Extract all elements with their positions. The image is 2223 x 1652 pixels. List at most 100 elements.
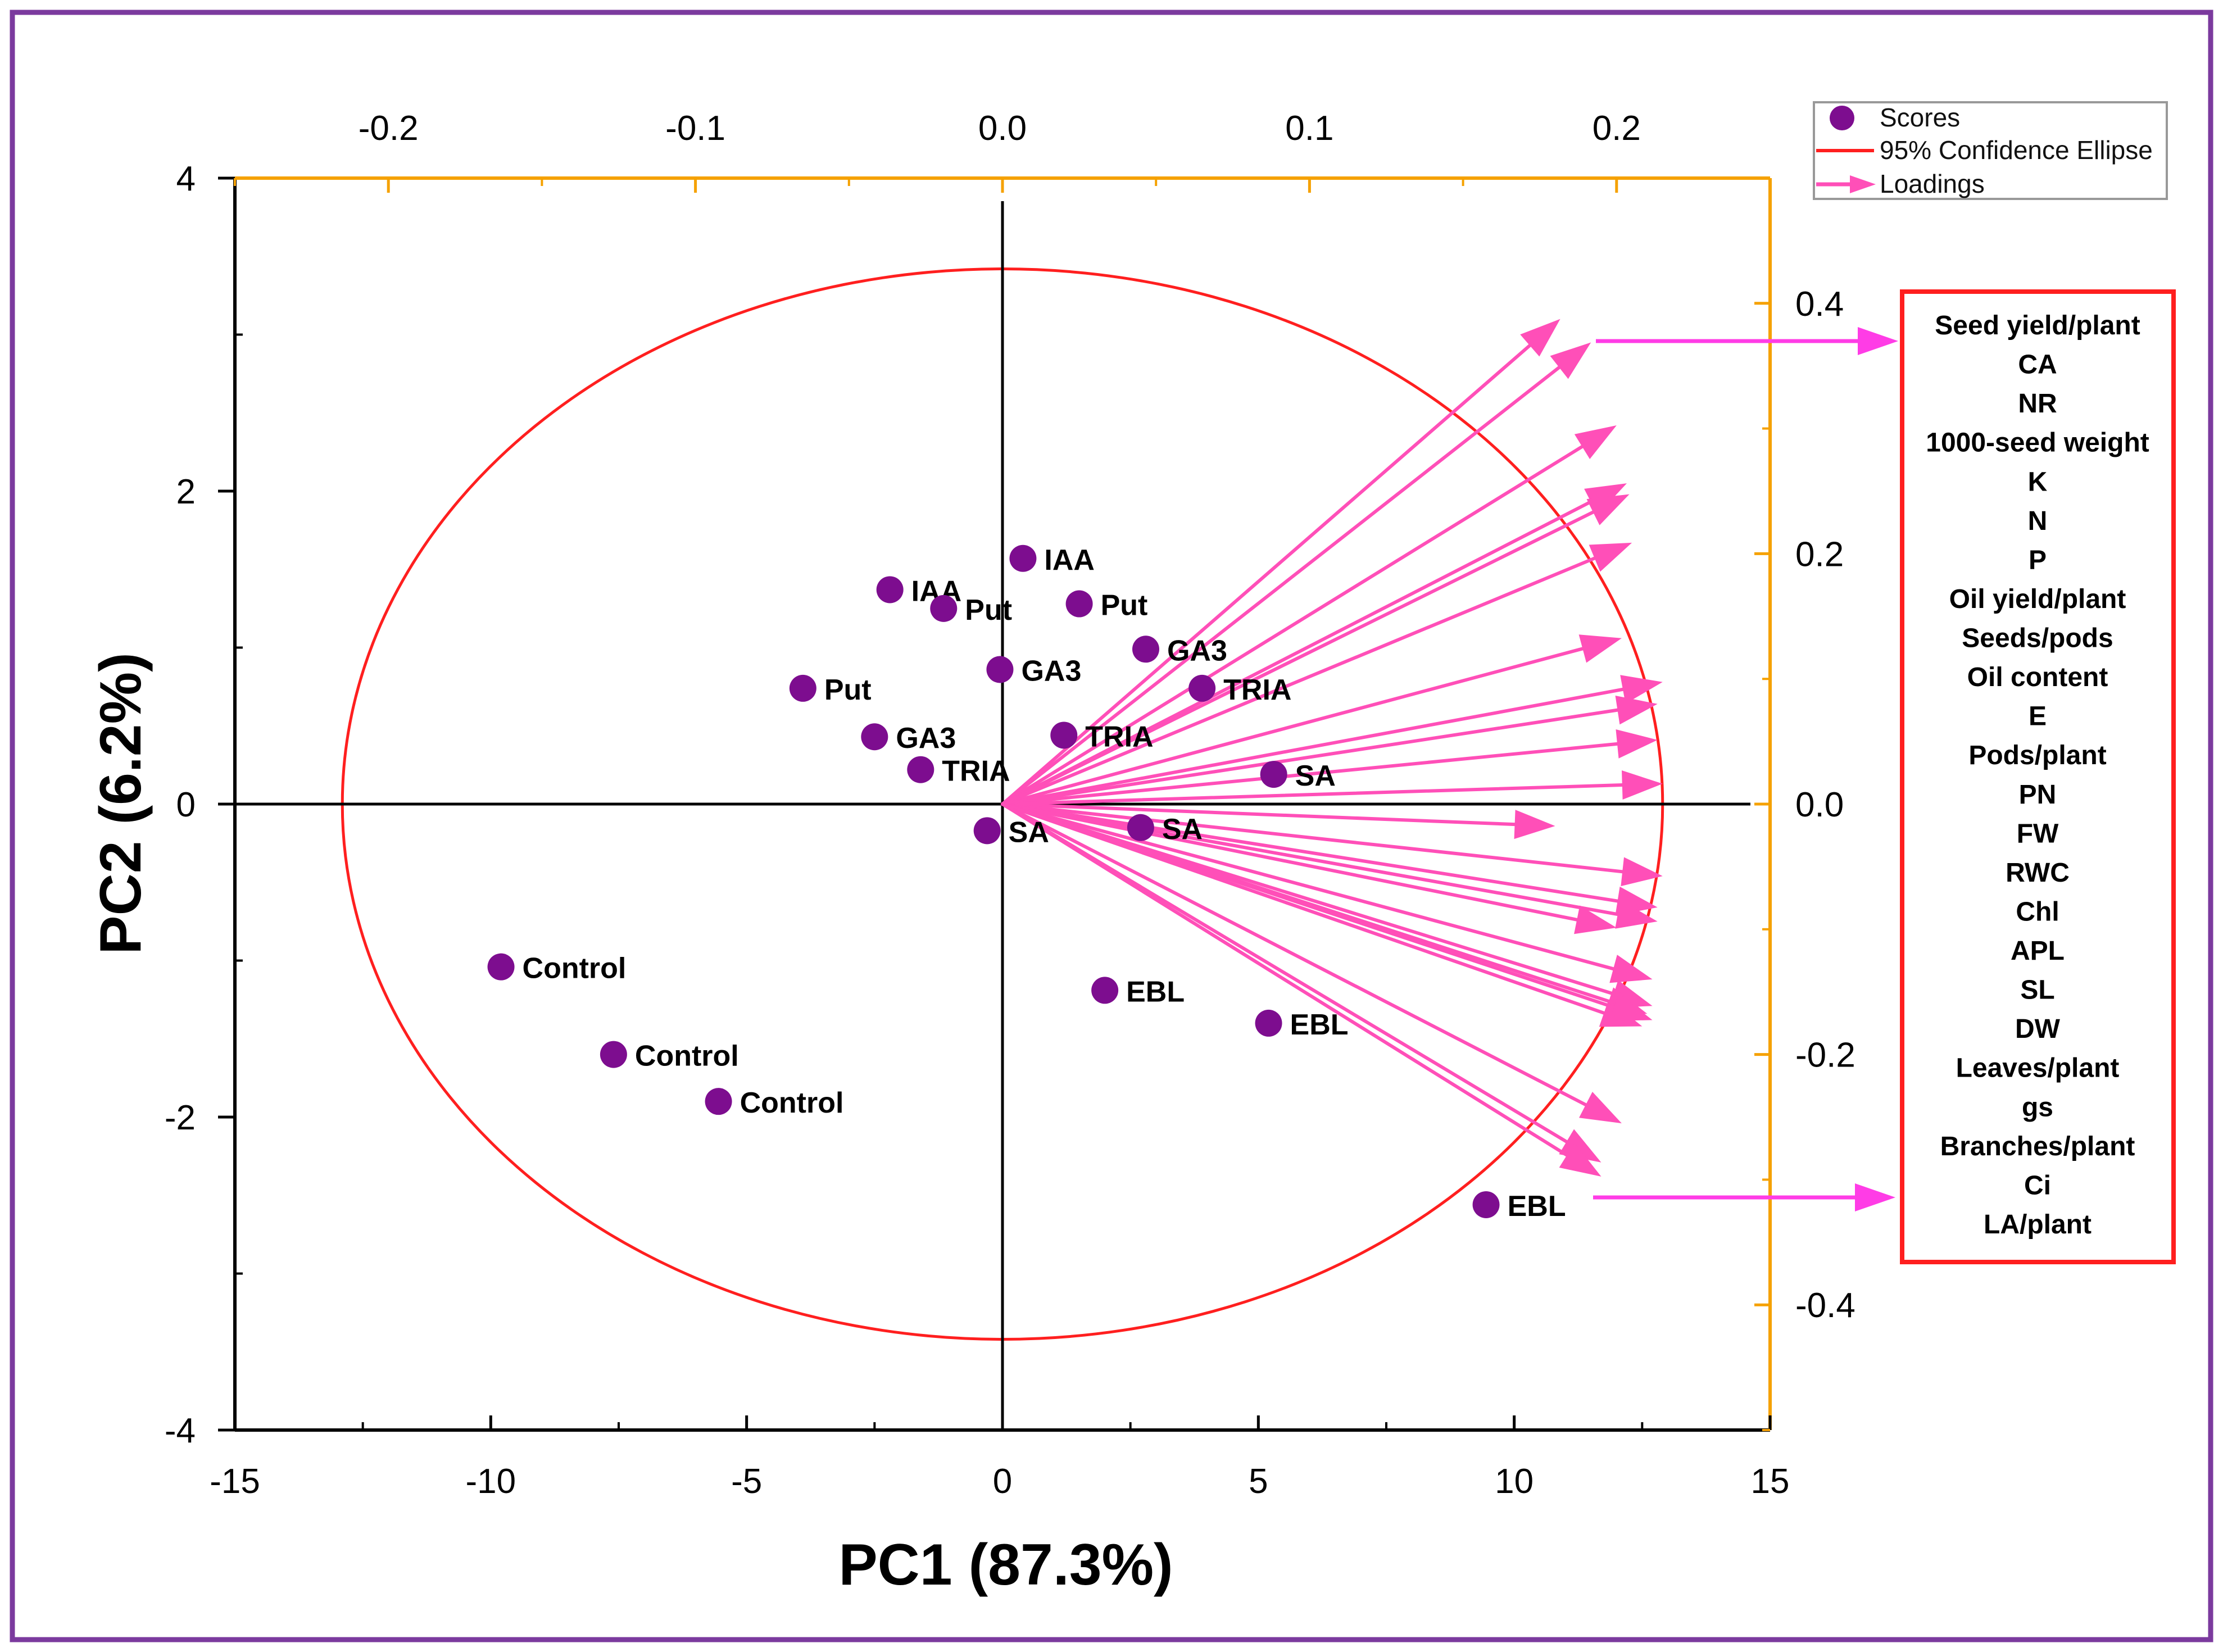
loading-arrowhead xyxy=(1609,955,1653,983)
right-tick-label: -0.4 xyxy=(1795,1286,1855,1325)
x-tick-label: -10 xyxy=(466,1462,516,1501)
x-tick-label: 0 xyxy=(993,1462,1012,1501)
outer-frame xyxy=(10,10,2213,1642)
loading-arrowhead xyxy=(1559,1142,1602,1177)
score-label: Control xyxy=(523,952,627,985)
loadings-box-item: Leaves/plant xyxy=(1956,1054,2120,1083)
loading-arrowhead xyxy=(1586,494,1630,525)
loadings-layer xyxy=(1001,319,1663,1177)
loadings-box-item: E xyxy=(2029,702,2047,732)
loadings-box-item: LA/plant xyxy=(1984,1210,2092,1240)
score-point xyxy=(1472,1191,1500,1218)
y-tick-label: 4 xyxy=(176,160,196,198)
score-label: Put xyxy=(965,594,1012,627)
loadings-box-item: DW xyxy=(2015,1014,2061,1044)
y-tick-label: 2 xyxy=(176,473,196,511)
top-tick-label: 0.0 xyxy=(978,109,1027,148)
top-tick-label: -0.1 xyxy=(665,109,725,148)
score-point xyxy=(1091,977,1119,1004)
y-tick-label: -4 xyxy=(165,1412,196,1450)
loading-arrow xyxy=(1001,742,1619,806)
x-tick-label: -15 xyxy=(210,1462,260,1501)
callout-arrowhead-bottom xyxy=(1855,1183,1895,1211)
right-tick-label: 0.0 xyxy=(1795,786,1844,824)
score-label: TRIA xyxy=(1223,674,1291,706)
score-point xyxy=(789,674,816,702)
y-axis-title: PC2 (6.2%) xyxy=(88,652,153,955)
loadings-box-item: CA xyxy=(2018,350,2057,380)
loading-arrow xyxy=(1001,444,1584,806)
x-tick-label: 15 xyxy=(1751,1462,1790,1501)
score-point xyxy=(1188,674,1216,702)
score-label: EBL xyxy=(1290,1009,1349,1041)
loading-arrow xyxy=(1001,802,1619,903)
loadings-box-item: N xyxy=(2028,506,2048,536)
score-point xyxy=(1009,544,1037,572)
loading-arrow xyxy=(1001,343,1532,806)
legend-scores-label: Scores xyxy=(1880,103,1960,132)
score-point xyxy=(1132,636,1159,663)
axes-layer: -15 -10 -5 0 5 10 15 4 2 0 -2 -4 -0.2 -0.1 0.0 0.1 0.2 0.… xyxy=(165,109,1855,1501)
loading-arrowhead xyxy=(1609,993,1653,1022)
score-label: TRIA xyxy=(1085,720,1153,753)
legend-ellipse-label: 95% Confidence Ellipse xyxy=(1880,135,2153,165)
loadings-box-item: Seeds/pods xyxy=(1962,624,2113,653)
loading-arrowhead xyxy=(1621,857,1663,887)
loadings-box-item: K xyxy=(2028,467,2048,497)
score-label: EBL xyxy=(1508,1190,1566,1223)
loading-arrowhead xyxy=(1621,770,1663,800)
loadings-box-item: Chl xyxy=(2016,897,2059,927)
loadings-box-item: FW xyxy=(2017,819,2059,848)
score-point xyxy=(930,594,958,622)
loading-arrow xyxy=(1001,802,1619,916)
score-point xyxy=(487,953,515,981)
y-tick-label: 0 xyxy=(176,786,196,824)
x-tick-label: -5 xyxy=(731,1462,762,1501)
y-tick-label: -2 xyxy=(165,1099,196,1137)
loadings-box-item: Oil content xyxy=(1967,662,2108,692)
score-label: SA xyxy=(1162,813,1203,846)
loading-arrowhead xyxy=(1620,675,1663,704)
loading-arrowhead xyxy=(1615,900,1658,929)
top-tick-label: 0.1 xyxy=(1285,109,1333,148)
loading-arrow xyxy=(1001,802,1569,1157)
score-label: GA3 xyxy=(1167,634,1227,667)
loading-arrow xyxy=(1001,687,1625,806)
loadings-box-item: Branches/plant xyxy=(1940,1132,2135,1161)
score-label: GA3 xyxy=(896,722,956,755)
right-tick-label: -0.2 xyxy=(1795,1036,1855,1075)
callout-arrows xyxy=(1593,327,1898,1211)
score-point xyxy=(1050,721,1078,749)
loading-arrowhead xyxy=(1616,729,1658,759)
loading-arrow xyxy=(1001,365,1561,806)
loadings-box-item: Ci xyxy=(2024,1170,2051,1200)
loading-arrow xyxy=(1001,556,1596,806)
loadings-box-item: PN xyxy=(2019,780,2057,810)
loading-arrow xyxy=(1001,802,1517,827)
loading-arrow xyxy=(1001,802,1616,1009)
score-point xyxy=(907,756,934,783)
score-point xyxy=(1065,590,1093,618)
score-point xyxy=(600,1041,627,1068)
score-label: Control xyxy=(635,1040,739,1073)
top-tick-label: 0.2 xyxy=(1593,109,1641,148)
loadings-box-item: gs xyxy=(2022,1092,2053,1122)
loading-arrow xyxy=(1001,802,1625,874)
score-label: GA3 xyxy=(1021,655,1081,687)
score-point xyxy=(1260,761,1287,788)
loadings-box-item: RWC xyxy=(2006,858,2070,888)
score-label: TRIA xyxy=(942,755,1010,788)
loadings-box-item: P xyxy=(2029,545,2047,575)
score-label: EBL xyxy=(1126,975,1185,1008)
top-tick-label: -0.2 xyxy=(359,109,419,148)
loading-arrow xyxy=(1001,802,1568,1143)
score-label: IAA xyxy=(1044,544,1095,577)
legend-loadings-label: Loadings xyxy=(1880,169,1985,198)
loading-arrowhead xyxy=(1615,695,1658,725)
score-label: Put xyxy=(1101,589,1148,622)
score-label: SA xyxy=(1295,760,1336,792)
loadings-box-item: NR xyxy=(2018,389,2057,419)
x-tick-label: 10 xyxy=(1495,1462,1534,1501)
